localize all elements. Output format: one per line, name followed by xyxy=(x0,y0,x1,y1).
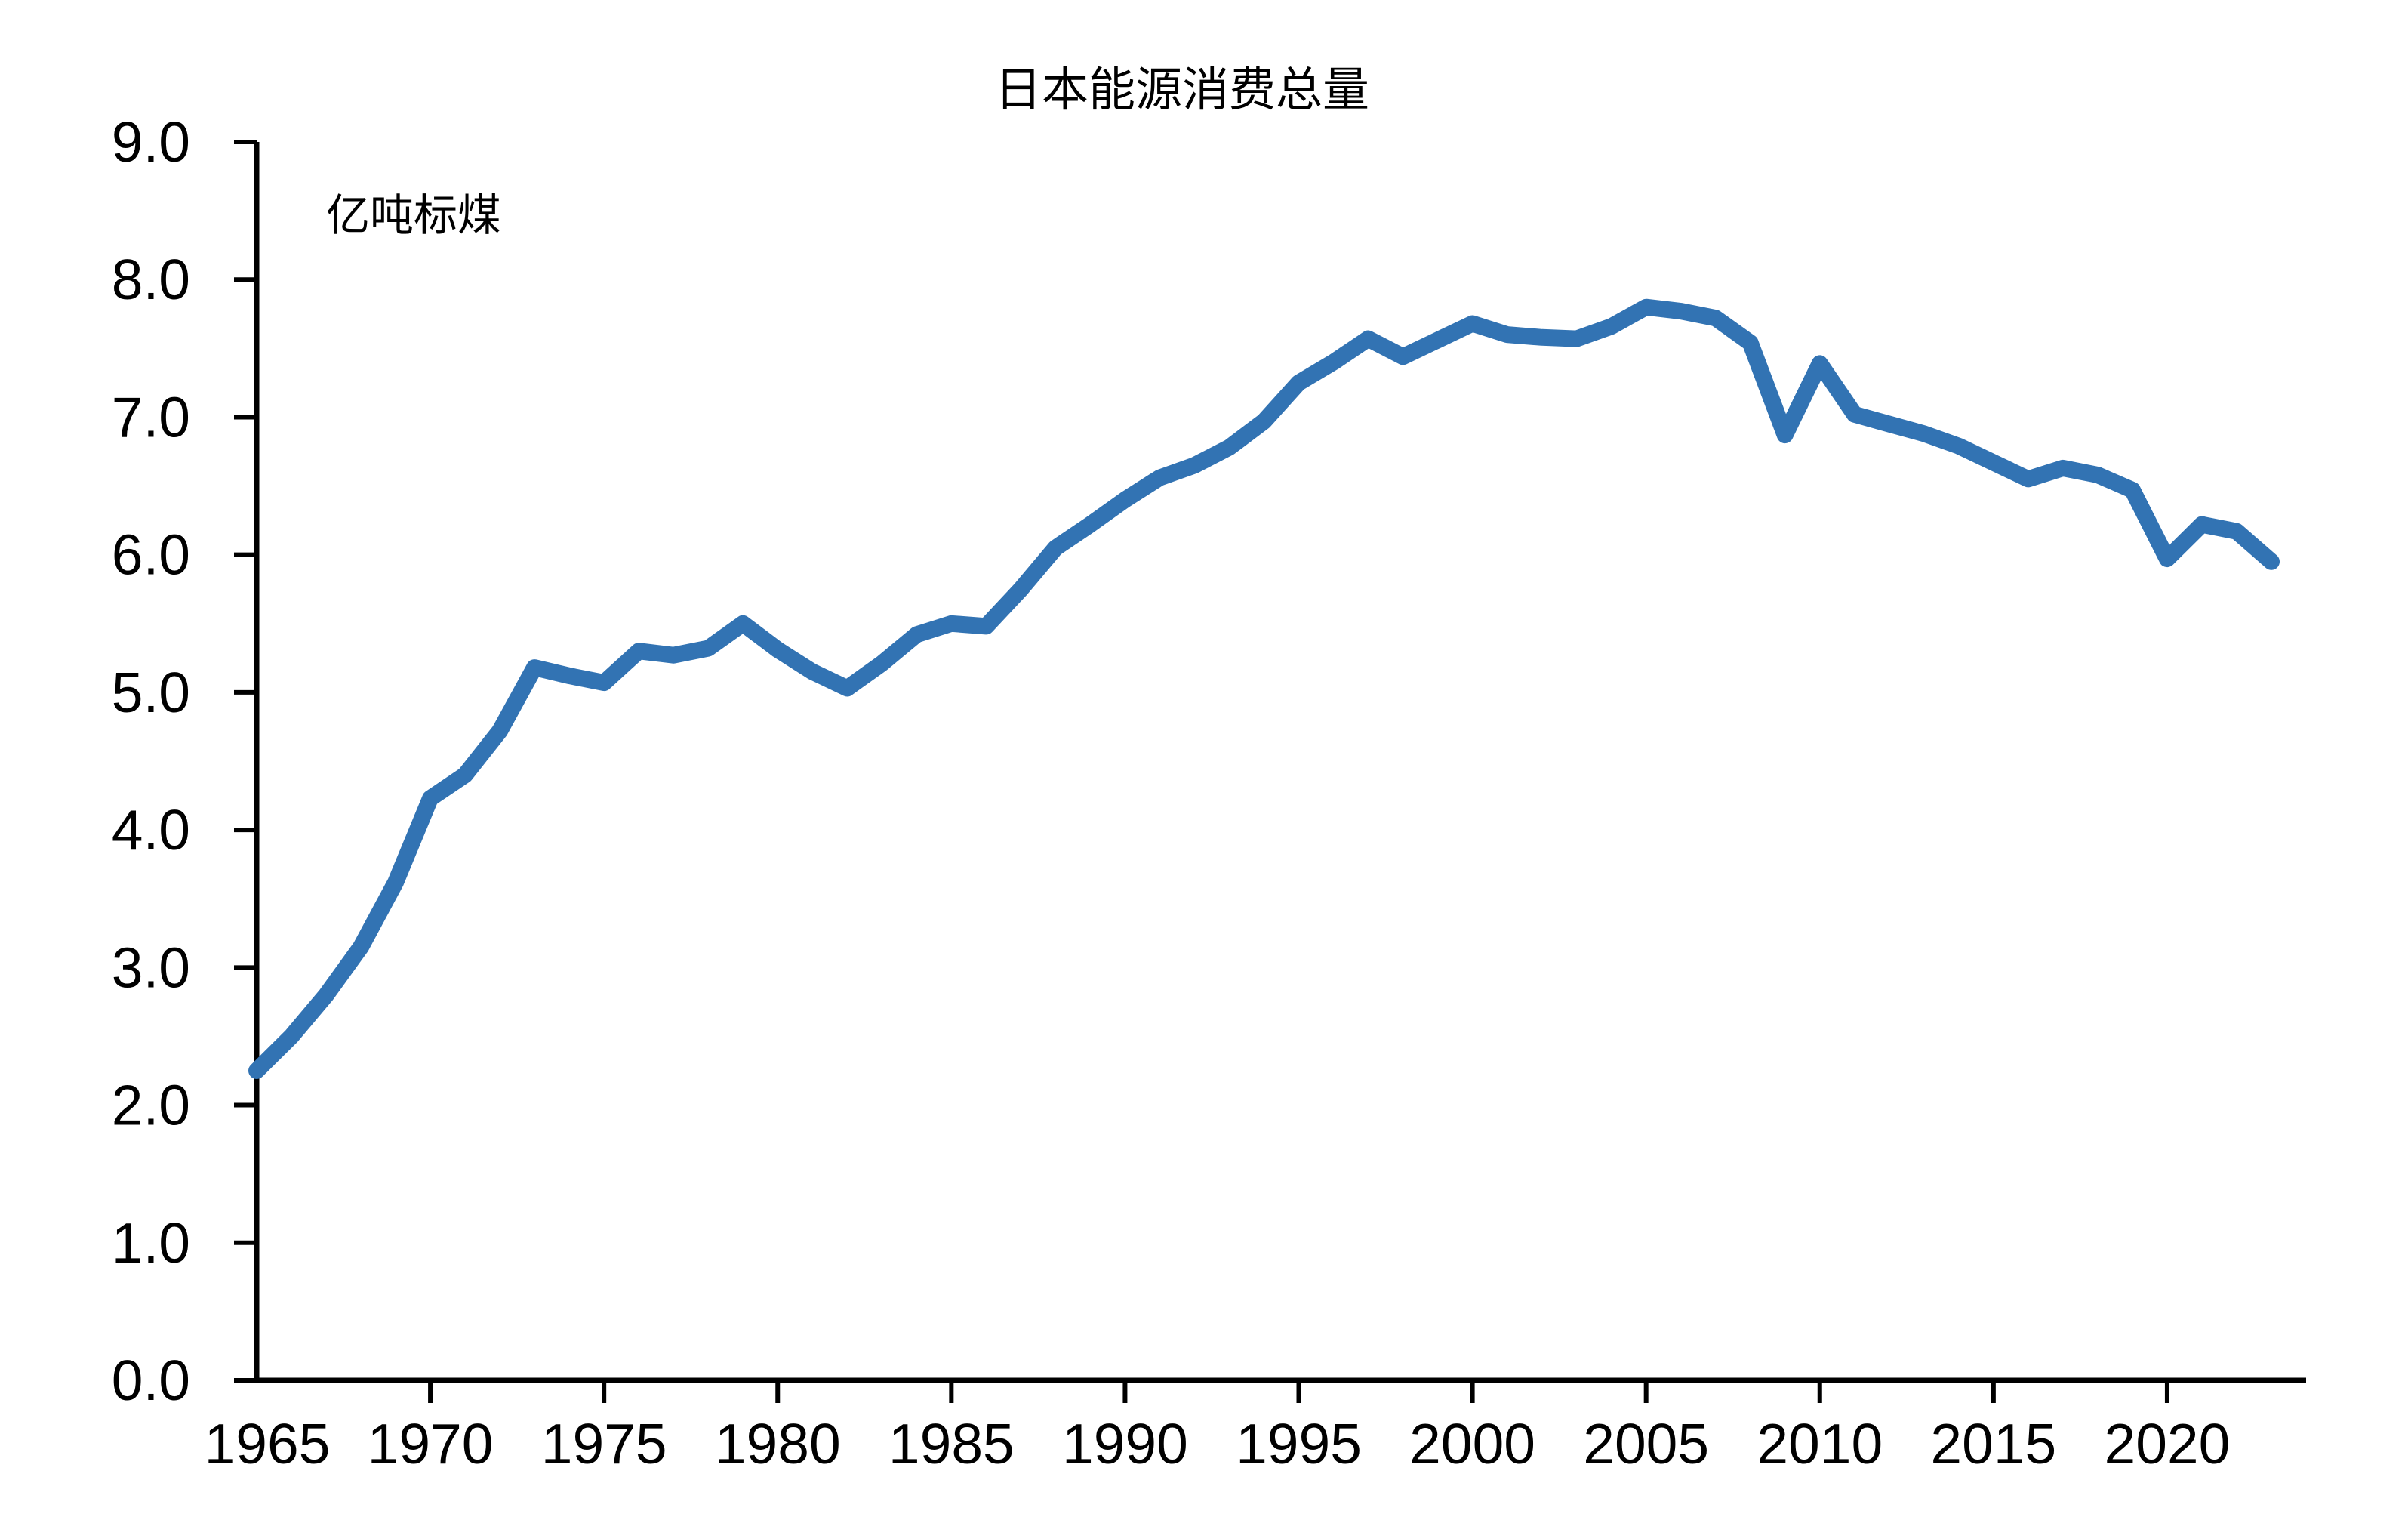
y-axis-tick-labels: 0.0 1.0 2.0 3.0 4.0 5.0 6.0 7.0 8.0 9.0 xyxy=(112,110,190,1412)
x-tick-label: 1985 xyxy=(888,1412,1015,1475)
chart-title: 日本能源消费总量 xyxy=(995,65,1369,116)
x-tick-label: 1975 xyxy=(541,1412,667,1475)
x-tick-label: 2020 xyxy=(2105,1412,2231,1475)
y-tick-label: 7.0 xyxy=(112,385,190,449)
data-series-line xyxy=(248,298,2280,1079)
y-tick-label: 3.0 xyxy=(112,936,190,999)
y-tick-label: 6.0 xyxy=(112,523,190,587)
x-axis-tick-labels: 1965 1970 1975 1980 1985 1990 1995 2000 2005 2010… xyxy=(205,1412,2231,1475)
x-tick-label: 1970 xyxy=(368,1412,494,1475)
x-tick-label: 2005 xyxy=(1583,1412,1709,1475)
x-tick-label: 1965 xyxy=(205,1412,331,1475)
x-axis xyxy=(254,1377,2306,1403)
x-tick-label: 1980 xyxy=(715,1412,841,1475)
x-tick-label: 2010 xyxy=(1757,1412,1883,1475)
y-tick-label: 4.0 xyxy=(112,798,190,862)
data-series xyxy=(248,298,2280,1079)
y-tick-label: 0.0 xyxy=(112,1349,190,1412)
y-tick-label: 2.0 xyxy=(112,1074,190,1137)
y-tick-label: 5.0 xyxy=(112,661,190,724)
y-tick-label: 8.0 xyxy=(112,248,190,311)
y-axis xyxy=(234,140,260,1383)
y-tick-label: 9.0 xyxy=(112,110,190,174)
x-tick-label: 1995 xyxy=(1236,1412,1362,1475)
x-tick-label: 1990 xyxy=(1062,1412,1188,1475)
y-tick-label: 1.0 xyxy=(112,1211,190,1275)
x-tick-label: 2000 xyxy=(1409,1412,1535,1475)
y-axis-unit-label: 亿吨标煤 xyxy=(326,191,501,240)
x-tick-label: 2015 xyxy=(1930,1412,2056,1475)
